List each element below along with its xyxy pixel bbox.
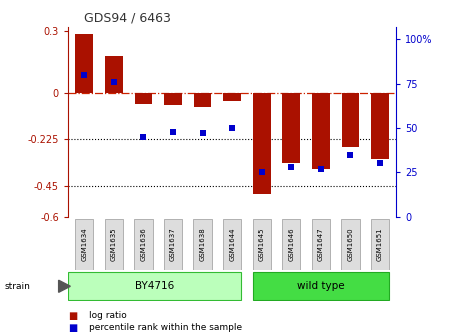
Bar	[164, 93, 182, 105]
Text: GDS94 / 6463: GDS94 / 6463	[84, 11, 171, 24]
Bar	[253, 219, 271, 270]
Bar	[223, 93, 241, 101]
Bar	[341, 93, 359, 146]
Bar	[371, 219, 389, 270]
Bar	[223, 219, 242, 270]
Text: GSM1644: GSM1644	[229, 228, 235, 261]
Bar	[135, 93, 152, 104]
Polygon shape	[59, 280, 70, 292]
Text: GSM1647: GSM1647	[318, 227, 324, 261]
Text: GSM1634: GSM1634	[81, 227, 87, 261]
Text: GSM1651: GSM1651	[377, 227, 383, 261]
Bar	[105, 56, 123, 93]
Text: GSM1638: GSM1638	[200, 227, 205, 261]
Text: GSM1637: GSM1637	[170, 227, 176, 261]
Text: GSM1646: GSM1646	[288, 227, 295, 261]
Text: ■: ■	[68, 311, 77, 321]
Bar	[282, 93, 300, 163]
Text: GSM1636: GSM1636	[140, 227, 146, 261]
Text: GSM1645: GSM1645	[259, 228, 265, 261]
Bar	[371, 93, 389, 159]
Bar	[312, 219, 330, 270]
Text: ■: ■	[68, 323, 77, 333]
Text: BY4716: BY4716	[135, 281, 174, 291]
Text: strain: strain	[5, 282, 30, 291]
Text: percentile rank within the sample: percentile rank within the sample	[89, 323, 242, 332]
Bar	[164, 219, 182, 270]
Text: log ratio: log ratio	[89, 311, 127, 320]
Bar	[68, 272, 242, 299]
Bar	[282, 219, 301, 270]
Bar	[134, 219, 152, 270]
Bar	[312, 93, 330, 169]
Text: wild type: wild type	[297, 281, 345, 291]
Bar	[76, 34, 93, 93]
Text: GSM1650: GSM1650	[348, 227, 354, 261]
Bar	[253, 93, 271, 194]
Bar	[253, 272, 389, 299]
Bar	[341, 219, 360, 270]
Text: GSM1635: GSM1635	[111, 227, 117, 261]
Bar	[194, 93, 212, 108]
Bar	[193, 219, 212, 270]
Bar	[75, 219, 93, 270]
Bar	[105, 219, 123, 270]
